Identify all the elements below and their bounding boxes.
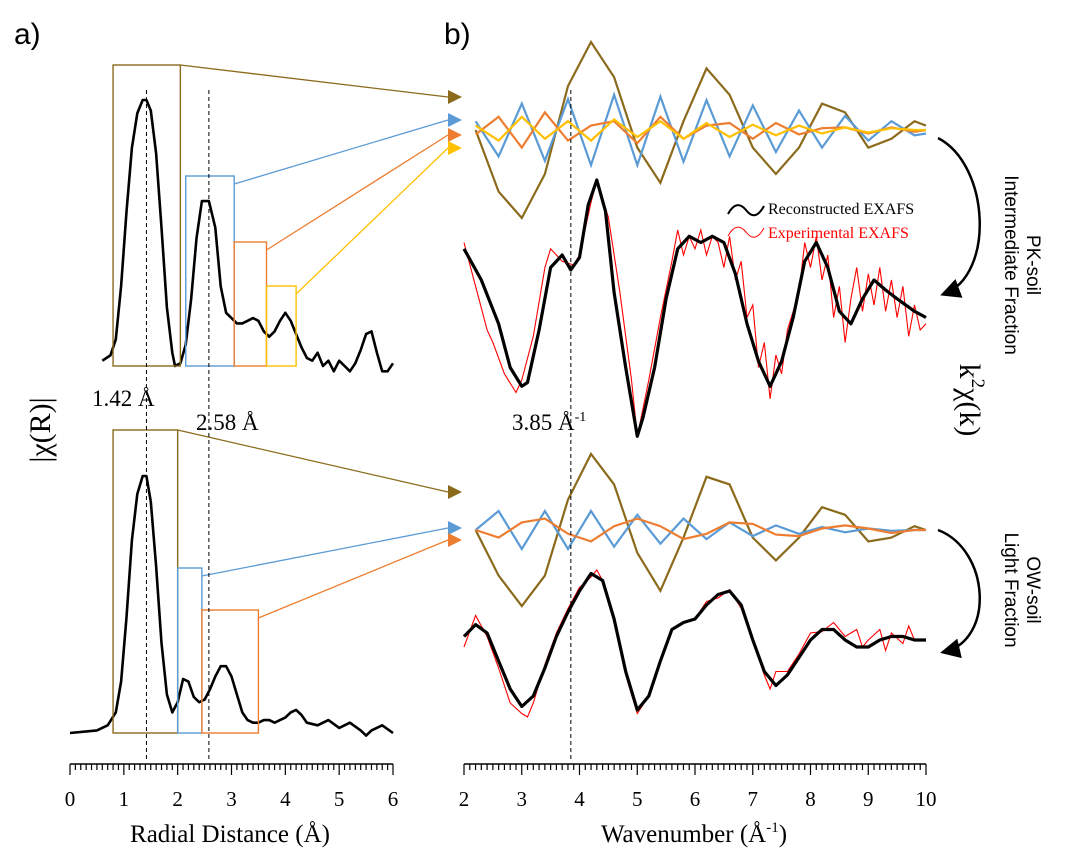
shell-curve-1-1 (474, 39, 927, 220)
panel-b-letter: b) (444, 18, 471, 51)
exafs-y-axis-title: k2χ(k) (953, 364, 988, 437)
window-box-4 (265, 285, 297, 367)
ft-x-tick-label: 2 (172, 787, 183, 811)
window-box-6 (176, 567, 203, 734)
exafs-x-tick-label: 4 (574, 787, 585, 811)
sample1-label-line1: PK-soil (1022, 235, 1043, 295)
window-arrowhead-6 (448, 521, 462, 535)
exafs-x-tick-label: 5 (632, 787, 643, 811)
ft-x-tick-label: 1 (119, 787, 130, 811)
window-link-6 (201, 527, 449, 577)
ft-x-axis-title: Radial Distance (Å) (130, 821, 330, 848)
k-annotation-text: 3.85 Å (512, 410, 575, 435)
exafs-x-tick-label: 8 (805, 787, 816, 811)
shell-curve-2-1 (474, 451, 927, 608)
ft-y-axis-title: |χ(R)| (24, 397, 57, 462)
panel-a-letter: a) (14, 18, 41, 51)
legend-experimental-swatch (727, 226, 765, 238)
window-link-5 (177, 429, 449, 493)
exafs-x-axis-title-sup: -1 (766, 820, 779, 836)
shell-curve-2-3 (475, 517, 926, 543)
reconstructed-curve-1 (462, 178, 927, 438)
exafs-x-tick-label: 2 (459, 787, 470, 811)
ft-x-tick-label: 4 (280, 787, 291, 811)
exafs-x-axis-title-close: ) (779, 821, 787, 848)
window-link-3 (266, 134, 449, 251)
exafs-x-axis-title: Wavenumber (Å-1) (601, 820, 787, 848)
ft-x-tick-label: 3 (226, 787, 237, 811)
window-link-1 (180, 64, 449, 98)
exafs-y-axis-title-rest: χ(k) (953, 387, 986, 436)
k-annotation: 3.85 Å-1 (512, 410, 586, 435)
sample1-label-line2: Intermediate Fraction (1000, 175, 1021, 355)
window-arrowhead-2 (448, 113, 462, 127)
exafs-panel: 2 3 4 5 6 7 8 9 10 (459, 39, 937, 811)
window-link-4 (295, 147, 449, 295)
shell-curve-1-4 (474, 115, 926, 143)
sample2-label-line2: Light Fraction (1000, 532, 1021, 647)
exafs-x-tick-label: 9 (863, 787, 874, 811)
sample2-label-line1: OW-soil (1022, 556, 1043, 623)
exafs-x-tick-label: 6 (690, 787, 701, 811)
ft-curve-2 (69, 474, 394, 737)
exafs-y-axis-title-sup: 2 (967, 379, 988, 389)
reconstructed-curve-2 (462, 571, 926, 712)
legend-reconstructed-swatch (727, 204, 765, 217)
k-annotation-sup: -1 (575, 410, 587, 425)
peak1-annotation: 1.42 Å (92, 386, 155, 411)
window-arrowhead-4 (448, 141, 462, 155)
ft-curve-1 (101, 98, 395, 373)
window-box-7 (201, 609, 260, 734)
legend-experimental-label: Experimental EXAFS (768, 225, 909, 242)
ft-magnitude-panel: 0 1 2 3 4 5 6 (65, 64, 462, 811)
experimental-curve-1 (463, 177, 927, 437)
ft-x-tick-label: 0 (65, 787, 76, 811)
window-link-7 (258, 539, 449, 619)
peak2-annotation: 2.58 Å (196, 410, 259, 435)
ft-x-tick-label: 6 (388, 787, 399, 811)
window-box-3 (233, 241, 268, 367)
ft-x-tick-label: 5 (334, 787, 345, 811)
sum-arrow-1 (937, 136, 981, 298)
window-arrowhead-5 (448, 485, 462, 499)
legend-reconstructed-label: Reconstructed EXAFS (768, 201, 914, 218)
shell-curve-2-2 (474, 508, 926, 552)
exafs-x-tick-label: 7 (748, 787, 759, 811)
sum-arrow-2 (937, 528, 981, 659)
window-arrowhead-3 (448, 128, 462, 142)
window-box-1 (112, 64, 182, 367)
window-link-2 (234, 119, 449, 185)
exafs-x-tick-label: 3 (517, 787, 528, 811)
window-arrowhead-1 (448, 90, 462, 104)
exafs-x-tick-label: 10 (916, 787, 937, 811)
exafs-y-axis-title-k: k (953, 364, 986, 379)
exafs-x-axis-title-text: Wavenumber (Å (601, 821, 766, 848)
window-arrowhead-7 (448, 533, 462, 547)
